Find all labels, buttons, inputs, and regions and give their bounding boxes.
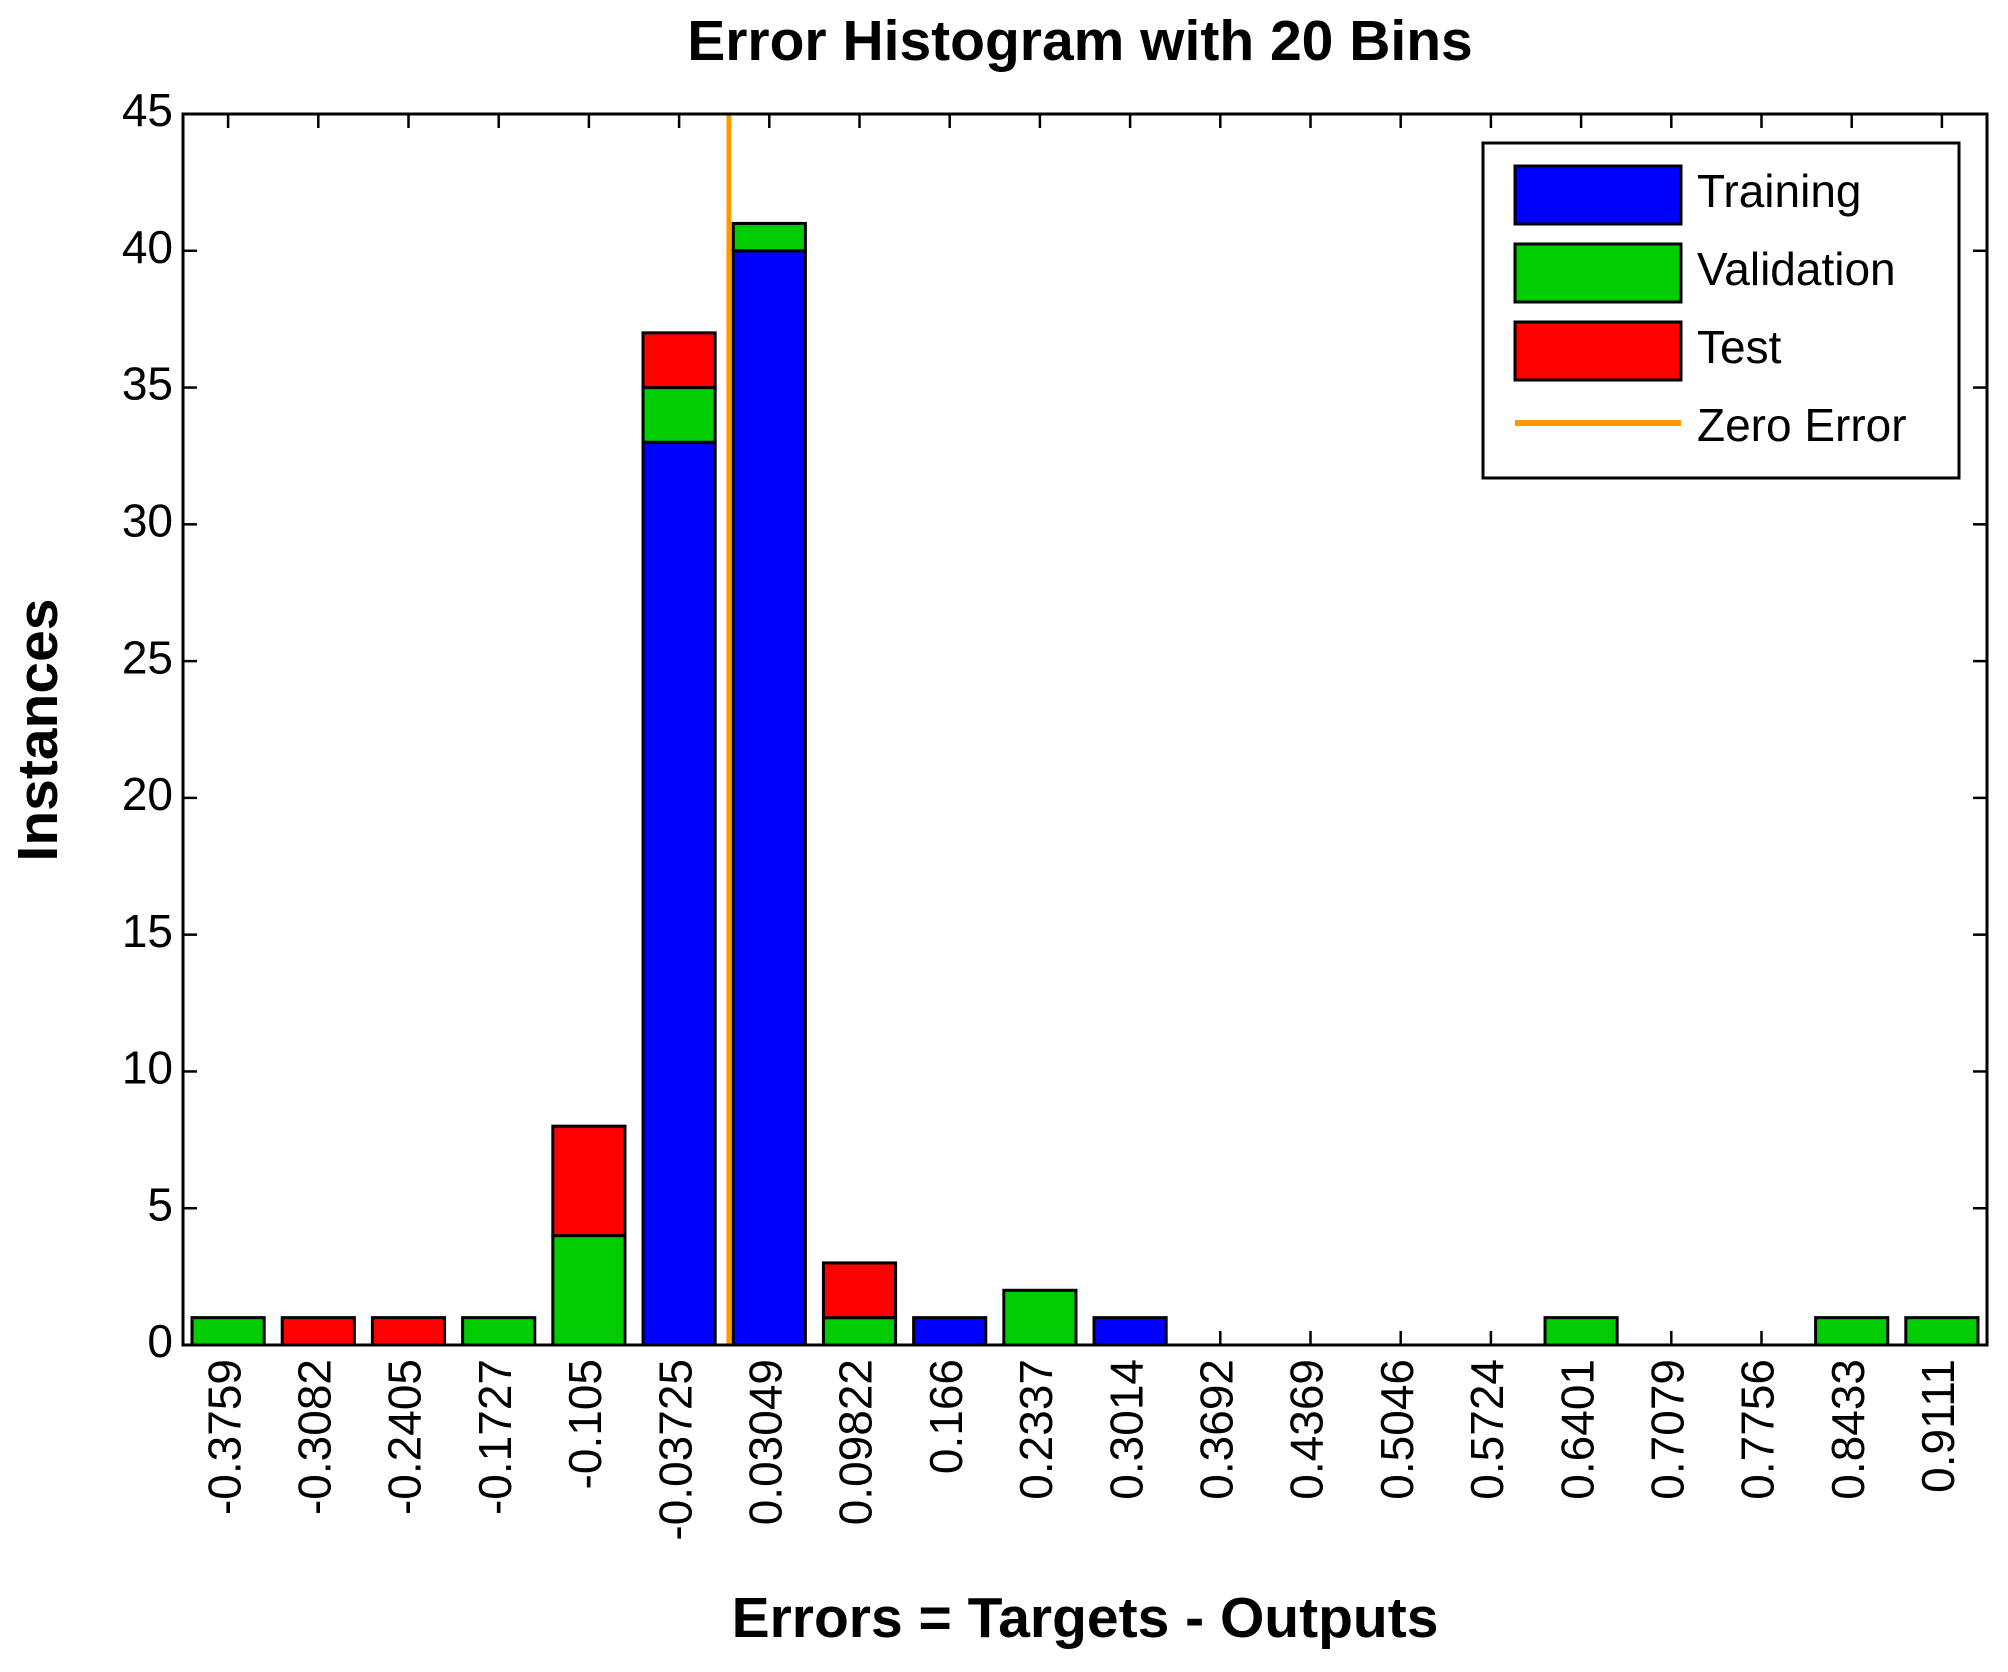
x-tick-label: -0.3759 xyxy=(198,1359,250,1515)
y-axis-label: Instances xyxy=(6,599,70,862)
x-tick-label: 0.3692 xyxy=(1190,1359,1242,1500)
x-tick-label: -0.03725 xyxy=(649,1359,701,1541)
y-tick-label: 40 xyxy=(122,221,173,273)
y-tick-label: 10 xyxy=(122,1042,173,1094)
x-tick-label: 0.5724 xyxy=(1461,1359,1513,1500)
x-tick-label: -0.2405 xyxy=(379,1359,431,1515)
bar-segment xyxy=(370,1316,447,1347)
bar-segment xyxy=(641,331,717,390)
y-tick-label: 35 xyxy=(122,358,173,410)
bar-segment xyxy=(821,1316,898,1347)
legend-label: Test xyxy=(1697,321,1782,373)
x-tick-label: 0.2337 xyxy=(1010,1359,1062,1500)
x-tick-label: 0.7079 xyxy=(1641,1359,1693,1500)
y-tick-label: 30 xyxy=(122,494,173,546)
bar-segment xyxy=(551,1234,627,1347)
bar-segment xyxy=(641,386,717,444)
x-tick-label: -0.1727 xyxy=(469,1359,521,1515)
x-tick-label: 0.8433 xyxy=(1822,1359,1874,1500)
bar-segment xyxy=(731,249,807,1347)
x-tick-label: 0.7756 xyxy=(1732,1359,1784,1500)
bar-segment xyxy=(461,1316,537,1347)
x-axis-label: Errors = Targets - Outputs xyxy=(732,1586,1439,1650)
x-tick-label: 0.5046 xyxy=(1371,1359,1423,1500)
x-tick-label: 0.3014 xyxy=(1100,1359,1152,1500)
bar-segment xyxy=(1002,1288,1078,1347)
x-tick-label: -0.105 xyxy=(559,1359,611,1489)
legend-swatch xyxy=(1513,242,1683,304)
bar-segment xyxy=(1092,1316,1168,1347)
axes-frame xyxy=(181,112,1989,1347)
x-tick-label: 0.9111 xyxy=(1912,1359,1964,1493)
legend-label: Validation xyxy=(1697,243,1896,295)
y-tick-label: 20 xyxy=(122,768,173,820)
bar-segment xyxy=(1543,1316,1619,1347)
x-tick-label: -0.3082 xyxy=(288,1359,340,1515)
legend-swatch xyxy=(1513,164,1683,226)
x-tick-label: 0.166 xyxy=(920,1359,972,1474)
bar-segment xyxy=(641,440,717,1347)
bar-segment xyxy=(912,1316,988,1347)
chart-title: Error Histogram with 20 Bins xyxy=(687,9,1473,73)
legend-label: Training xyxy=(1697,165,1861,217)
legend-swatch xyxy=(1513,320,1683,382)
y-tick-label: 15 xyxy=(122,905,173,957)
bar-segment xyxy=(1814,1316,1890,1347)
x-tick-label: 0.6401 xyxy=(1551,1359,1603,1500)
bar-segment xyxy=(190,1316,266,1347)
y-tick-label: 0 xyxy=(147,1315,173,1367)
y-tick-label: 5 xyxy=(147,1178,173,1230)
bar-segment xyxy=(821,1261,898,1320)
legend: Training Validation Test Zero Error xyxy=(1481,141,1961,480)
bar-segment xyxy=(280,1316,356,1347)
x-tick-label: 0.03049 xyxy=(739,1359,791,1525)
bar-segment xyxy=(551,1124,627,1238)
y-tick-label: 45 xyxy=(122,84,173,136)
x-tick-label: 0.09822 xyxy=(830,1359,882,1525)
y-tick-label: 25 xyxy=(122,631,173,683)
legend-label: Zero Error xyxy=(1697,399,1907,451)
bar-segment xyxy=(1904,1316,1980,1347)
x-tick-label: 0.4369 xyxy=(1281,1359,1333,1500)
bar-segment xyxy=(731,221,807,253)
